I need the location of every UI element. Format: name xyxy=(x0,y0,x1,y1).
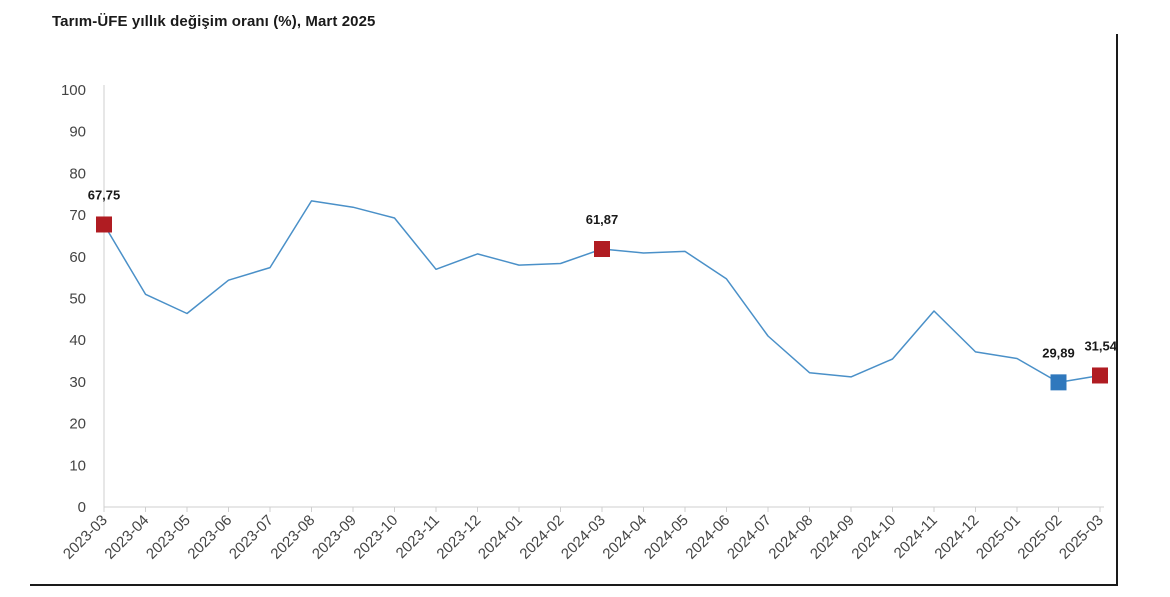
x-tick-label: 2025-03 xyxy=(1056,512,1107,563)
x-tick-label: 2023-06 xyxy=(184,512,235,563)
x-tick-label: 2024-11 xyxy=(891,512,941,562)
x-tick-label: 2023-03 xyxy=(60,512,111,563)
data-label: 67,75 xyxy=(88,187,121,202)
x-tick-label: 2023-09 xyxy=(309,512,360,563)
y-tick-label: 0 xyxy=(78,499,86,516)
x-tick-label: 2024-12 xyxy=(931,512,982,563)
x-tick-label: 2025-01 xyxy=(973,512,1024,563)
y-tick-label: 30 xyxy=(69,374,86,391)
y-tick-label: 60 xyxy=(69,249,86,266)
x-tick-label: 2023-04 xyxy=(101,512,152,563)
chart-title: Tarım-ÜFE yıllık değişim oranı (%), Mart… xyxy=(52,13,376,30)
x-tick-label: 2024-01 xyxy=(475,512,526,563)
y-tick-label: 10 xyxy=(69,457,86,474)
x-tick-label: 2024-03 xyxy=(558,512,609,563)
x-tick-label: 2024-06 xyxy=(682,512,733,563)
y-tick-label: 20 xyxy=(69,416,86,433)
y-tick-label: 50 xyxy=(69,291,86,308)
x-tick-label: 2023-10 xyxy=(350,512,401,563)
data-point-marker xyxy=(1050,374,1067,391)
y-tick-label: 40 xyxy=(69,332,86,349)
y-tick-label: 100 xyxy=(61,82,86,99)
data-point-marker xyxy=(96,216,112,233)
data-point-marker xyxy=(594,241,610,258)
data-point-marker xyxy=(1092,367,1108,384)
x-tick-label: 2024-09 xyxy=(807,512,858,563)
x-tick-label: 2024-04 xyxy=(599,512,650,563)
data-label: 61,87 xyxy=(586,212,619,227)
data-label: 29,89 xyxy=(1042,345,1075,360)
x-tick-label: 2024-10 xyxy=(848,512,899,563)
y-tick-label: 80 xyxy=(69,165,86,182)
series-line xyxy=(103,200,1101,384)
x-tick-label: 2023-05 xyxy=(143,512,194,563)
data-label: 31,54 xyxy=(1084,338,1117,353)
y-tick-label: 70 xyxy=(69,207,86,224)
x-tick-label: 2023-07 xyxy=(226,512,277,563)
x-tick-label: 2023-11 xyxy=(393,512,443,562)
x-tick-label: 2023-08 xyxy=(267,512,318,563)
y-tick-label: 90 xyxy=(69,124,86,141)
bottom-border xyxy=(30,584,1118,586)
x-tick-label: 2024-02 xyxy=(516,512,567,563)
x-tick-label: 2023-12 xyxy=(433,512,484,563)
right-border xyxy=(1116,34,1118,586)
x-tick-label: 2024-07 xyxy=(724,512,775,563)
x-tick-label: 2024-08 xyxy=(765,512,816,563)
x-tick-label: 2025-02 xyxy=(1014,512,1065,563)
x-tick-label: 2024-05 xyxy=(641,512,692,563)
